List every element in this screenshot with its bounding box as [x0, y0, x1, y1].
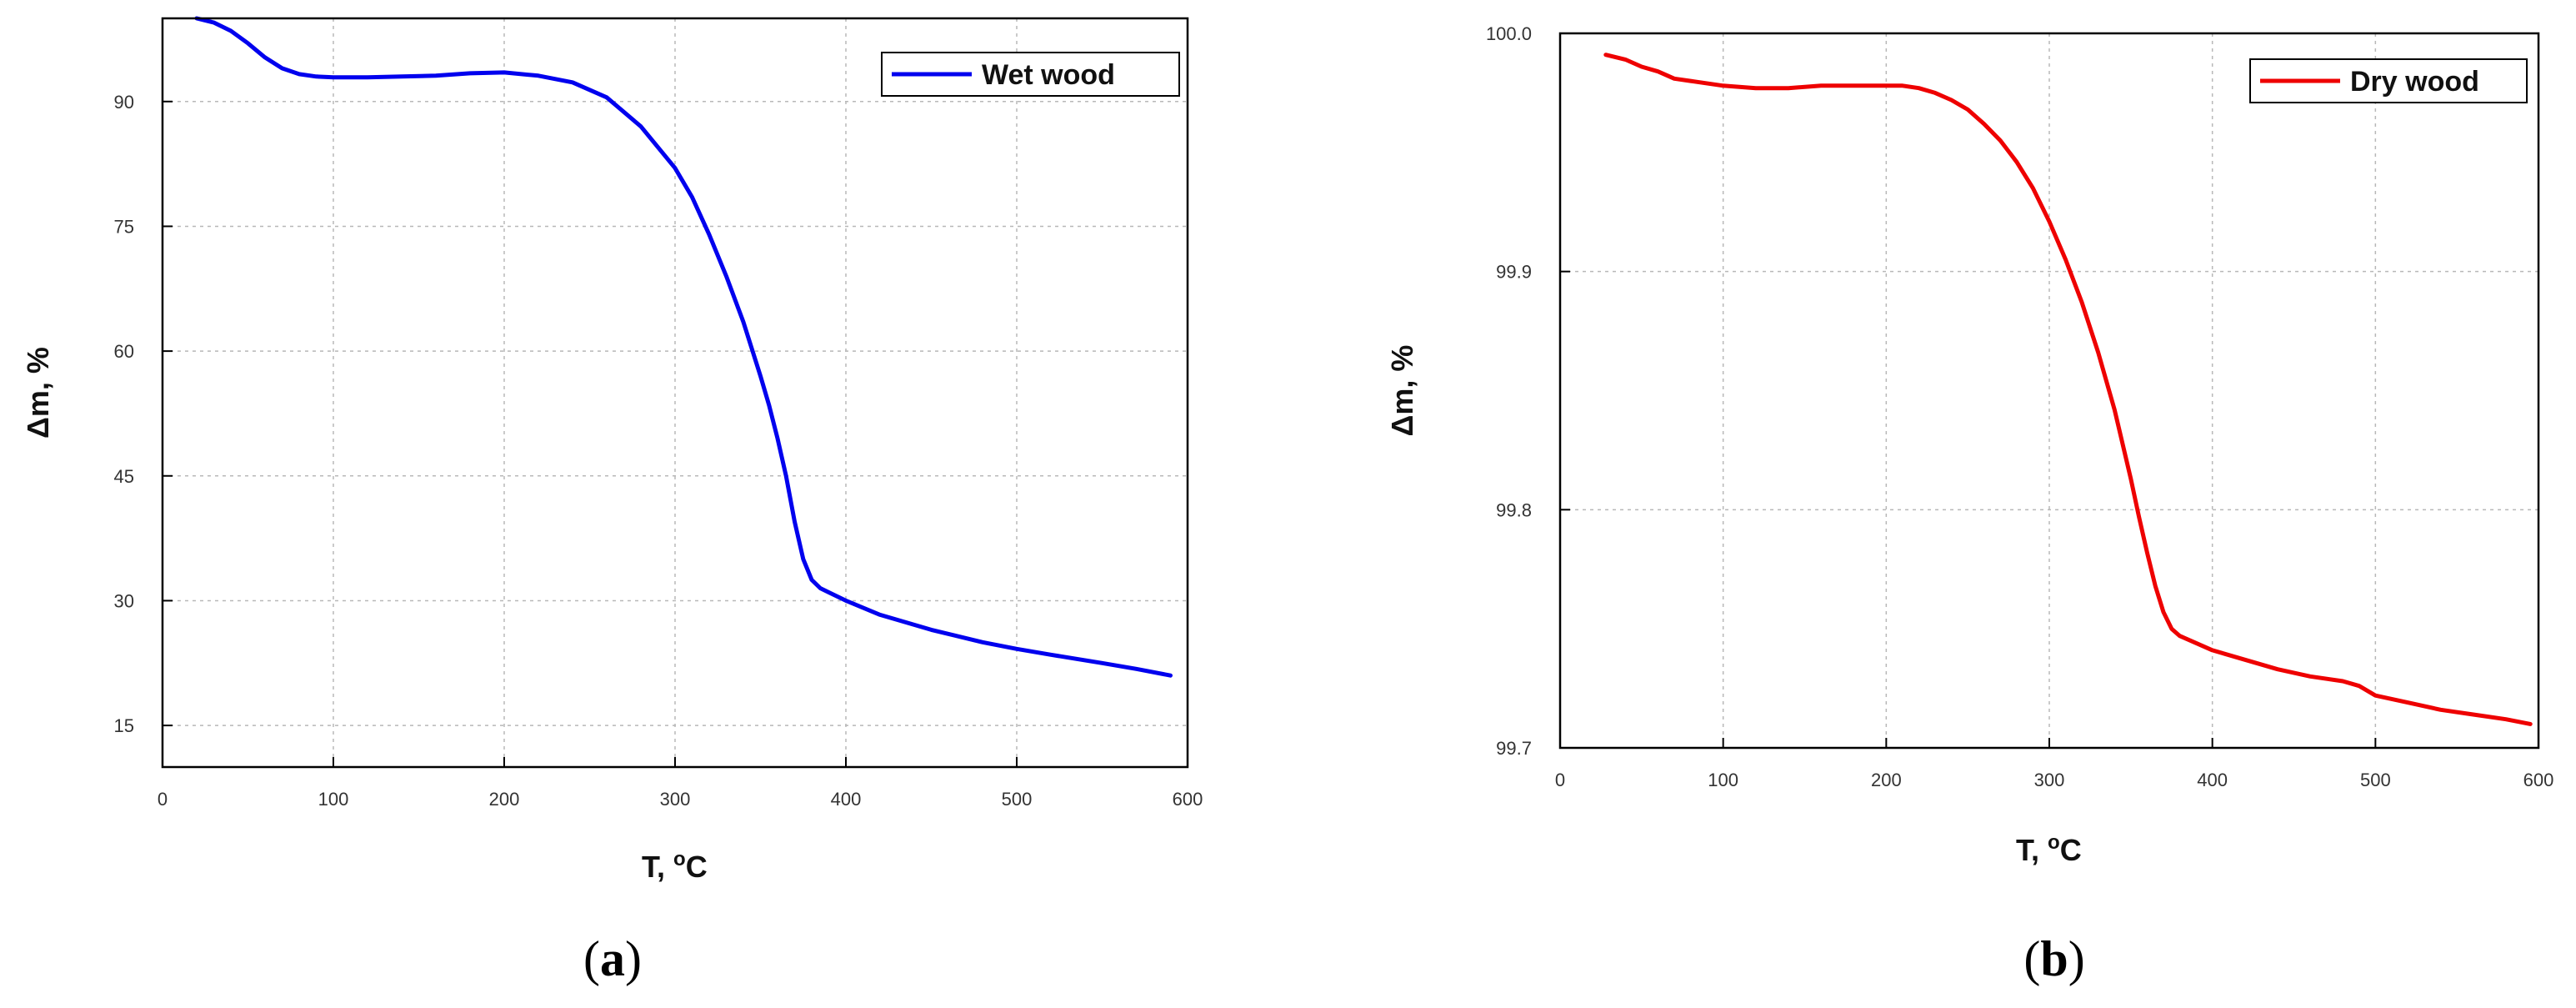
legend-a: Wet wood — [881, 52, 1180, 97]
series-line-wet-wood — [194, 16, 1173, 678]
x-tick-label: 0 — [1555, 770, 1565, 790]
x-tick-label: 400 — [2197, 770, 2228, 790]
x-tick-label: 500 — [1002, 789, 1033, 810]
panel-label-b-letter: b — [2040, 931, 2068, 986]
x-axis-label-a-main: T, — [642, 850, 673, 884]
y-tick-label: 90 — [114, 92, 134, 113]
legend-label-wet-wood: Wet wood — [982, 59, 1115, 91]
y-tick-label: 30 — [114, 590, 134, 611]
series-line-dry-wood — [1603, 53, 2533, 726]
y-axis-label-a: Δm, % — [21, 347, 55, 439]
x-tick-label: 300 — [660, 789, 691, 810]
ticks-b: 0 100 200 300 400 500 600 99.7 99.8 99.9 100.0 — [1486, 23, 2553, 790]
x-tick-label: 200 — [1871, 770, 1902, 790]
panel-label-b: (b) — [2023, 931, 2084, 986]
y-axis-label-b: Δm, % — [1385, 345, 1419, 437]
series-b — [1603, 53, 2533, 726]
x-tick-label: 200 — [489, 789, 520, 810]
panel-label-a: (a) — [583, 931, 642, 986]
y-tick-label: 45 — [114, 466, 134, 487]
x-axis-label-b: T, oC — [2016, 831, 2082, 867]
series-a — [194, 16, 1173, 678]
x-axis-label-b-unit: C — [2060, 833, 2082, 867]
y-tick-label: 75 — [114, 216, 134, 237]
legend-box-a — [881, 52, 1180, 97]
x-axis-label-b-main: T, — [2016, 833, 2048, 867]
chart-panel-a: 0 100 200 300 400 500 600 15 30 45 60 75 90 Wet wood… — [21, 16, 1203, 986]
x-axis-label-a-unit: C — [686, 850, 708, 884]
panel-label-a-letter: a — [600, 931, 625, 986]
x-tick-label: 100 — [318, 789, 349, 810]
x-tick-label: 600 — [2523, 770, 2554, 790]
y-tick-label: 100.0 — [1486, 23, 1532, 44]
grid-b — [1560, 33, 2538, 748]
x-tick-label: 100 — [1708, 770, 1738, 790]
x-axis-label-b-sup: o — [2048, 831, 2060, 854]
x-tick-label: 500 — [2360, 770, 2391, 790]
x-tick-label: 600 — [1173, 789, 1203, 810]
grid-a — [163, 18, 1188, 767]
x-tick-label: 300 — [2034, 770, 2065, 790]
chart-panel-b: 0 100 200 300 400 500 600 99.7 99.8 99.9 100.0 Dry… — [1385, 23, 2553, 986]
legend-label-dry-wood: Dry wood — [2350, 66, 2479, 98]
y-tick-label: 60 — [114, 341, 134, 362]
plot-frame-a — [161, 17, 1189, 769]
y-tick-label: 99.7 — [1496, 738, 1532, 759]
x-axis-label-a: T, oC — [642, 848, 708, 884]
y-tick-label: 99.9 — [1496, 262, 1532, 283]
ticks-a: 0 100 200 300 400 500 600 15 30 45 60 75 90 — [114, 92, 1203, 810]
x-axis-label-a-sup: o — [673, 848, 686, 870]
y-tick-label: 15 — [114, 715, 134, 736]
x-tick-label: 0 — [158, 789, 168, 810]
legend-b: Dry wood — [2249, 58, 2528, 103]
x-tick-label: 400 — [831, 789, 862, 810]
y-tick-label: 99.8 — [1496, 499, 1532, 520]
